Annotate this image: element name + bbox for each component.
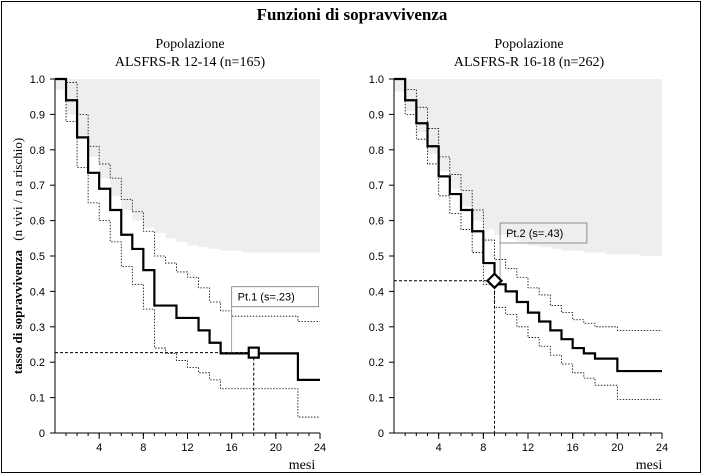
y-tick-label: 0.7 bbox=[369, 180, 384, 192]
y-tick-label: 0.3 bbox=[369, 322, 384, 334]
panel-subtitle-line2: ALSFRS-R 12-14 (n=165) bbox=[115, 55, 266, 70]
x-tick-label: 20 bbox=[270, 442, 282, 454]
y-tick-label: 0.4 bbox=[30, 286, 45, 298]
y-tick-label: 0.6 bbox=[30, 216, 45, 228]
reference-band bbox=[394, 79, 662, 256]
y-tick-label: 0.9 bbox=[369, 109, 384, 121]
y-tick-label: 0.3 bbox=[30, 322, 45, 334]
x-axis-label-right: mesi bbox=[636, 458, 663, 473]
reference-band bbox=[55, 79, 320, 253]
x-tick-label: 16 bbox=[567, 442, 579, 454]
survival-curve bbox=[394, 77, 662, 373]
chart-panel-right: Popolazione ALSFRS-R 16-18 (n=262) 0 0.1 0… bbox=[369, 37, 668, 454]
y-tick-label: 0 bbox=[378, 428, 384, 440]
point-label: Pt.2 (s=.43) bbox=[506, 228, 563, 240]
y-tick-label: 0.5 bbox=[30, 251, 45, 263]
y-axis-label-light: (n vivi / n a rischio) bbox=[10, 138, 25, 241]
y-tick-label: 1.0 bbox=[369, 74, 384, 86]
x-tick-label: 8 bbox=[140, 442, 146, 454]
survival-curve bbox=[55, 77, 320, 381]
x-tick-label: 24 bbox=[314, 442, 326, 454]
chart-panel-left: Popolazione ALSFRS-R 12-14 (n=165) 0 0.1 0… bbox=[30, 37, 326, 454]
x-axis-label-left: mesi bbox=[289, 458, 316, 473]
y-tick-label: 0.9 bbox=[30, 109, 45, 121]
y-tick-label: 0.7 bbox=[30, 180, 45, 192]
y-tick-label: 0.2 bbox=[30, 357, 45, 369]
point-label-box bbox=[499, 222, 588, 244]
y-tick-label: 0.8 bbox=[30, 145, 45, 157]
y-tick-label: 0.1 bbox=[30, 393, 45, 405]
point-label: Pt.1 (s=.23) bbox=[238, 292, 295, 304]
x-tick-label: 8 bbox=[480, 442, 486, 454]
point-label-box bbox=[231, 286, 319, 308]
y-axis-label: tasso di sopravvivenza (n vivi / n a ris… bbox=[10, 138, 25, 374]
y-tick-label: 0.8 bbox=[369, 145, 384, 157]
y-tick-label: 0.6 bbox=[369, 216, 384, 228]
lower-ci-curve bbox=[394, 78, 662, 400]
x-tick-label: 4 bbox=[96, 442, 102, 454]
figure-title: Funzioni di sopravvivenza bbox=[257, 5, 448, 24]
y-tick-label: 0.4 bbox=[369, 286, 384, 298]
upper-ci-curve bbox=[55, 78, 320, 322]
x-tick-label: 24 bbox=[656, 442, 668, 454]
y-tick-label: 0.5 bbox=[369, 251, 384, 263]
lower-ci-curve bbox=[55, 78, 320, 418]
panel-subtitle-line1: Popolazione bbox=[494, 37, 563, 52]
x-tick-label: 12 bbox=[522, 442, 534, 454]
x-tick-label: 4 bbox=[436, 442, 442, 454]
point-marker-diamond bbox=[485, 272, 504, 290]
y-tick-label: 0.1 bbox=[369, 393, 384, 405]
y-tick-label: 0.2 bbox=[369, 357, 384, 369]
y-axis-label-bold: tasso di sopravvivenza bbox=[10, 249, 25, 374]
x-tick-label: 12 bbox=[181, 442, 193, 454]
point-marker-square bbox=[247, 346, 260, 359]
x-tick-label: 20 bbox=[611, 442, 623, 454]
y-tick-label: 1.0 bbox=[30, 74, 45, 86]
x-tick-label: 16 bbox=[226, 442, 238, 454]
panel-subtitle-line2: ALSFRS-R 16-18 (n=262) bbox=[454, 55, 605, 70]
panel-subtitle-line1: Popolazione bbox=[155, 37, 224, 52]
y-tick-label: 0 bbox=[39, 428, 45, 440]
